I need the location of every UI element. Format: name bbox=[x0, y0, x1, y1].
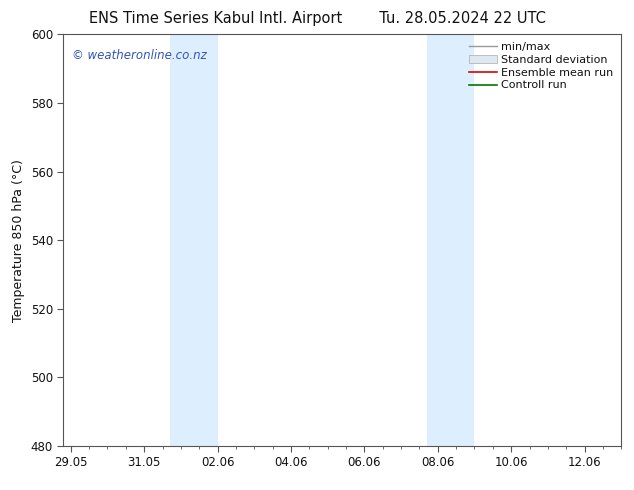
Y-axis label: Temperature 850 hPa (°C): Temperature 850 hPa (°C) bbox=[12, 159, 25, 321]
Bar bbox=[427, 34, 449, 446]
Bar bbox=[449, 34, 474, 446]
Bar bbox=[192, 34, 217, 446]
Text: ENS Time Series Kabul Intl. Airport        Tu. 28.05.2024 22 UTC: ENS Time Series Kabul Intl. Airport Tu. … bbox=[89, 11, 545, 26]
Bar bbox=[170, 34, 192, 446]
Legend: min/max, Standard deviation, Ensemble mean run, Controll run: min/max, Standard deviation, Ensemble me… bbox=[465, 38, 618, 95]
Text: © weatheronline.co.nz: © weatheronline.co.nz bbox=[72, 49, 207, 62]
